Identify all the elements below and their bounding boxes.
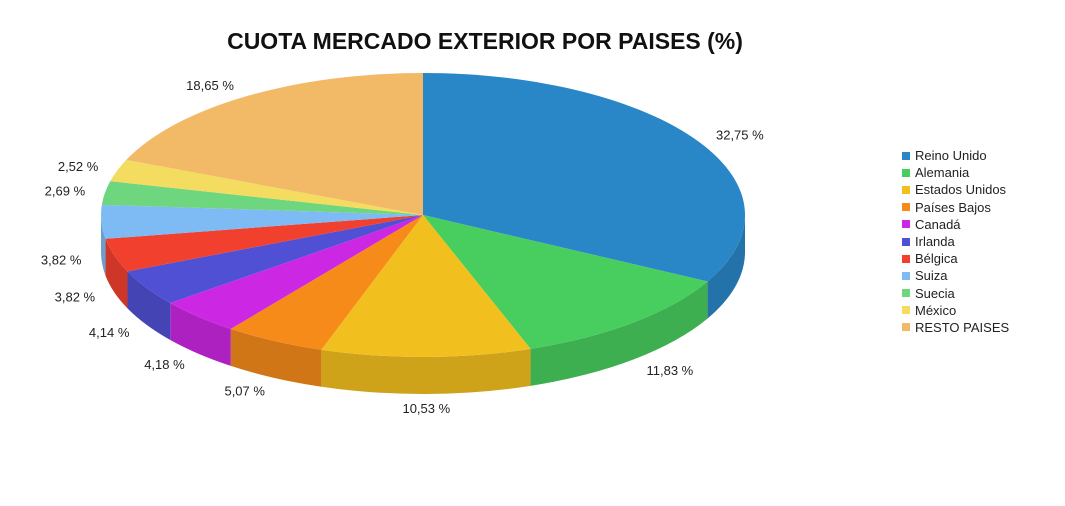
legend-label: Bélgica [915,251,958,267]
data-label-suiza: 3,82 % [41,253,82,268]
data-label-b-lgica: 3,82 % [55,289,96,304]
legend-swatch [902,203,910,212]
data-label-resto-paises: 18,65 % [186,78,234,93]
chart-legend: Reino Unido Alemania Estados Unidos Países … [902,147,1009,336]
pie-slice-estados-unidos [321,215,531,358]
pie-side-pa-ses-bajos [230,328,322,387]
pie-side-suiza [101,215,106,276]
pie-top-faces [101,73,745,358]
data-label-pa-ses-bajos: 5,07 % [224,383,265,398]
legend-item: Países Bajos [902,199,1009,216]
legend-swatch [902,306,910,315]
pie-side-canad- [170,303,231,366]
legend-label: Países Bajos [915,199,991,215]
data-label-m-xico: 2,52 % [58,159,99,174]
legend-item: Bélgica [902,250,1009,267]
legend-swatch [902,254,910,263]
data-label-estados-unidos: 10,53 % [402,401,450,416]
pie-slice-canad- [170,215,423,329]
legend-item: Estados Unidos [902,181,1009,198]
pie-data-labels: 32,75 % 11,83 % 10,53 % 5,07 % 4,18 % 4,14 % 3… [41,78,764,416]
pie-slice-suecia [101,181,423,215]
legend-label: Irlanda [915,234,955,250]
legend-swatch [902,289,910,298]
legend-item: Suiza [902,267,1009,284]
legend-item: México [902,302,1009,319]
pie-slice-b-lgica [105,215,423,272]
legend-swatch [902,220,910,229]
legend-label: México [915,302,957,318]
pie-slice-m-xico [110,159,423,215]
legend-label: Alemania [915,165,970,181]
pie-side-irlanda [127,271,171,341]
legend-label: Canadá [915,216,961,232]
pie-slice-irlanda [127,215,424,304]
chart-title: CUOTA MERCADO EXTERIOR POR PAISES (%) [227,28,743,54]
legend-label: Suecia [915,285,955,301]
pie-slice-suiza [101,204,424,239]
legend-swatch [902,151,910,160]
pie-side-estados-unidos [321,348,531,394]
pie-side-alemania [530,281,708,386]
data-label-irlanda: 4,14 % [89,325,130,340]
legend-swatch [902,271,910,280]
data-label-canad-: 4,18 % [144,357,185,372]
legend-label: Suiza [915,268,948,284]
pie-slice-reino-unido [423,73,745,282]
legend-swatch [902,185,910,194]
legend-item: Canadá [902,216,1009,233]
pie-side-b-lgica [105,238,128,309]
pie-slice-resto-paises [126,73,423,215]
legend-swatch [902,323,910,332]
legend-label: Estados Unidos [915,182,1007,198]
legend-item: Irlanda [902,233,1009,250]
legend-label: RESTO PAISES [915,319,1010,335]
legend-item: RESTO PAISES [902,319,1009,336]
pie-side-walls [101,215,745,394]
data-label-reino-unido: 32,75 % [716,128,764,143]
legend-swatch [902,168,910,177]
data-label-alemania: 11,83 % [646,363,693,378]
legend-item: Suecia [902,285,1009,302]
pie-slice-pa-ses-bajos [230,215,423,350]
legend-swatch [902,237,910,246]
data-label-suecia: 2,69 % [45,184,86,199]
legend-item: Reino Unido [902,147,1009,164]
pie-slice-alemania [423,215,708,349]
legend-item: Alemania [902,164,1009,181]
pie-side-reino-unido [707,215,745,319]
legend-label: Reino Unido [915,148,987,164]
